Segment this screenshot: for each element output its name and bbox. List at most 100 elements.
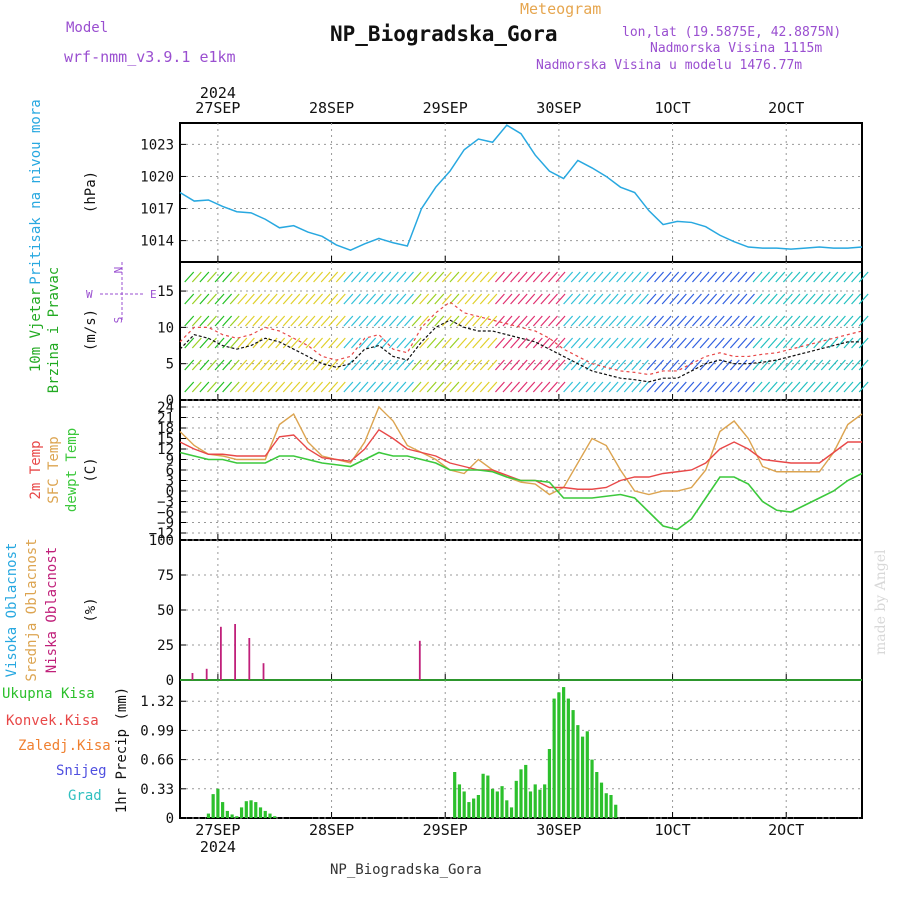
precip-bar bbox=[538, 789, 542, 818]
y-tick-label: 0.99 bbox=[140, 723, 174, 739]
wind-barb bbox=[358, 315, 369, 327]
wind-barb bbox=[275, 315, 286, 327]
wind-barb bbox=[782, 381, 793, 393]
bottom-date-label: 28SEP bbox=[309, 821, 354, 839]
wind-barb bbox=[813, 271, 824, 283]
temp-unit: (C) bbox=[83, 457, 99, 482]
wind-barb bbox=[767, 381, 778, 393]
wind-barb bbox=[540, 315, 551, 327]
wind-barb bbox=[191, 315, 202, 327]
wind-barb bbox=[441, 315, 452, 327]
wind-barb bbox=[585, 315, 596, 327]
wind-barb bbox=[472, 293, 483, 305]
wind-barb bbox=[540, 271, 551, 283]
wind-barb bbox=[411, 337, 422, 349]
wind-barb bbox=[616, 271, 627, 283]
footer-station: NP_Biogradska_Gora bbox=[330, 862, 482, 878]
wind-barb bbox=[426, 293, 437, 305]
wind-barb bbox=[297, 381, 308, 393]
wind-barb bbox=[540, 293, 551, 305]
wind-barb bbox=[237, 271, 248, 283]
wind-barb bbox=[335, 337, 346, 349]
wind-barb bbox=[313, 315, 324, 327]
wind-barb bbox=[244, 271, 255, 283]
wind-barb bbox=[798, 271, 808, 283]
wind-barb bbox=[737, 337, 748, 349]
wind-barb bbox=[237, 315, 248, 327]
precip-bar bbox=[524, 764, 528, 818]
wind-barb bbox=[578, 381, 589, 393]
wind-barb bbox=[207, 271, 217, 283]
wind-barb bbox=[661, 381, 672, 393]
y-tick-label: 1023 bbox=[140, 137, 174, 153]
wind-barb bbox=[351, 315, 361, 327]
wind-barb bbox=[381, 293, 392, 305]
compass-north: N bbox=[112, 267, 125, 274]
precip-bar bbox=[609, 795, 613, 818]
wind-barb bbox=[517, 337, 528, 349]
wind-barb bbox=[813, 293, 824, 305]
wind-barb bbox=[767, 359, 778, 371]
wind-barb bbox=[244, 359, 255, 371]
wind-barb bbox=[502, 381, 513, 393]
wind-barb bbox=[593, 293, 604, 305]
precip-bar bbox=[505, 800, 509, 818]
wind-barb bbox=[472, 271, 483, 283]
wind-barb bbox=[601, 359, 611, 371]
wind-barb bbox=[760, 337, 771, 349]
wind-barb bbox=[555, 359, 566, 371]
wind-barb bbox=[199, 359, 210, 371]
wind-barb bbox=[252, 271, 263, 283]
wind-barb bbox=[290, 271, 301, 283]
wind-barb bbox=[297, 271, 308, 283]
wind-barb bbox=[782, 315, 793, 327]
wind-barbs bbox=[184, 271, 869, 393]
wind-barb bbox=[207, 381, 217, 393]
wind-barb bbox=[805, 381, 816, 393]
wind-barb bbox=[578, 293, 589, 305]
dewpt-series bbox=[179, 451, 863, 531]
wind-barb bbox=[593, 271, 604, 283]
wind-barb bbox=[760, 293, 771, 305]
wind-barb bbox=[570, 381, 581, 393]
wind-barb bbox=[578, 337, 589, 349]
wind-barb bbox=[434, 337, 445, 349]
wind-barb bbox=[275, 271, 286, 283]
wind-barb bbox=[820, 315, 831, 327]
wind-barb bbox=[752, 381, 763, 393]
wind-barb bbox=[585, 381, 596, 393]
precip-bar bbox=[467, 802, 471, 818]
precip-legend-0: Ukupna Kisa bbox=[2, 686, 95, 702]
wind-barb bbox=[373, 271, 384, 283]
wind-barb bbox=[479, 381, 490, 393]
wind-barb bbox=[616, 315, 627, 327]
wind-barb bbox=[570, 359, 581, 371]
wind-barb bbox=[555, 337, 566, 349]
wind-barb bbox=[290, 315, 301, 327]
wind-barb bbox=[487, 359, 498, 371]
wind-barb bbox=[616, 293, 627, 305]
y-tick-label: 1017 bbox=[140, 202, 174, 218]
precip-bar bbox=[580, 736, 585, 818]
wind-barb bbox=[464, 359, 475, 371]
precip-bar bbox=[571, 710, 575, 818]
wind-barb bbox=[366, 381, 377, 393]
wind-barb bbox=[502, 315, 513, 327]
top-date-label: 1OCT bbox=[654, 99, 690, 117]
lonlat-label: lon,lat (19.5875E, 42.8875N) bbox=[622, 25, 842, 40]
wind-barb bbox=[805, 271, 816, 283]
wind-barb bbox=[457, 271, 467, 283]
wind-barb bbox=[184, 381, 195, 393]
wind-barb bbox=[320, 293, 331, 305]
bottom-date-label: 2OCT bbox=[768, 821, 804, 839]
wind-barb bbox=[494, 359, 505, 371]
wind-barb bbox=[260, 359, 270, 371]
wind-barb bbox=[328, 293, 339, 305]
wind-barb bbox=[714, 359, 725, 371]
wind-barb bbox=[290, 359, 301, 371]
wind-barb bbox=[472, 315, 483, 327]
wind-barb bbox=[343, 337, 354, 349]
y-tick-label: 75 bbox=[157, 568, 174, 584]
precip-bar bbox=[225, 810, 229, 818]
